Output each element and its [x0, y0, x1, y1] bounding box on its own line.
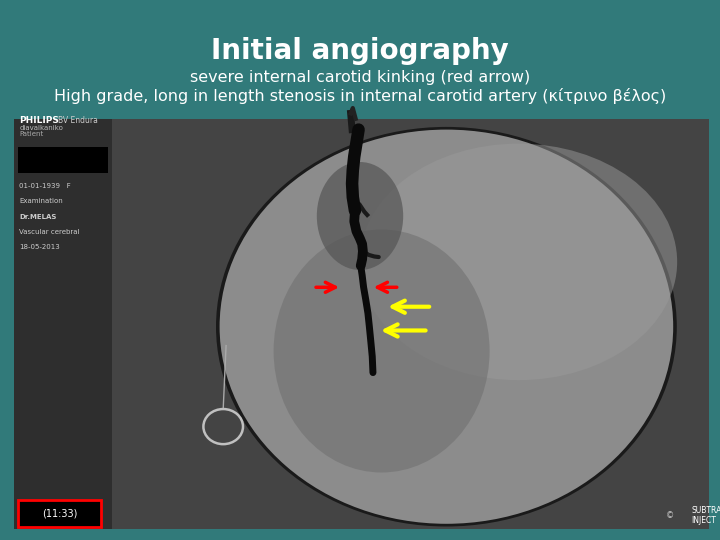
Ellipse shape [216, 127, 677, 526]
Bar [18, 147, 108, 173]
Text: diavaikaniko: diavaikaniko [19, 125, 63, 131]
Ellipse shape [220, 130, 673, 524]
Text: Patient: Patient [19, 131, 44, 138]
Text: Vascular cerebral: Vascular cerebral [19, 228, 80, 235]
Text: BV Endura: BV Endura [58, 116, 97, 125]
Ellipse shape [317, 162, 403, 270]
Ellipse shape [360, 144, 677, 380]
Text: Examination: Examination [19, 198, 63, 205]
Text: ©: © [665, 511, 674, 520]
Bar [18, 500, 101, 526]
Bar [14, 119, 709, 529]
Text: severe internal carotid kinking (red arrow): severe internal carotid kinking (red arr… [190, 70, 530, 85]
Text: SUBTRACT
INJECT: SUBTRACT INJECT [691, 506, 720, 525]
Text: PHILIPS: PHILIPS [19, 116, 59, 125]
Text: High grade, long in length stenosis in internal carotid artery (κίτρινο βέλος): High grade, long in length stenosis in i… [54, 87, 666, 104]
Text: 01-01-1939   F: 01-01-1939 F [19, 183, 71, 190]
Bar [14, 119, 112, 529]
Ellipse shape [274, 230, 490, 472]
Text: Initial angiography: Initial angiography [211, 37, 509, 65]
Text: 18-05-2013: 18-05-2013 [19, 244, 60, 250]
Bar [112, 119, 709, 529]
Text: Dr.MELAS: Dr.MELAS [19, 213, 57, 220]
Text: (11:33): (11:33) [42, 508, 77, 518]
